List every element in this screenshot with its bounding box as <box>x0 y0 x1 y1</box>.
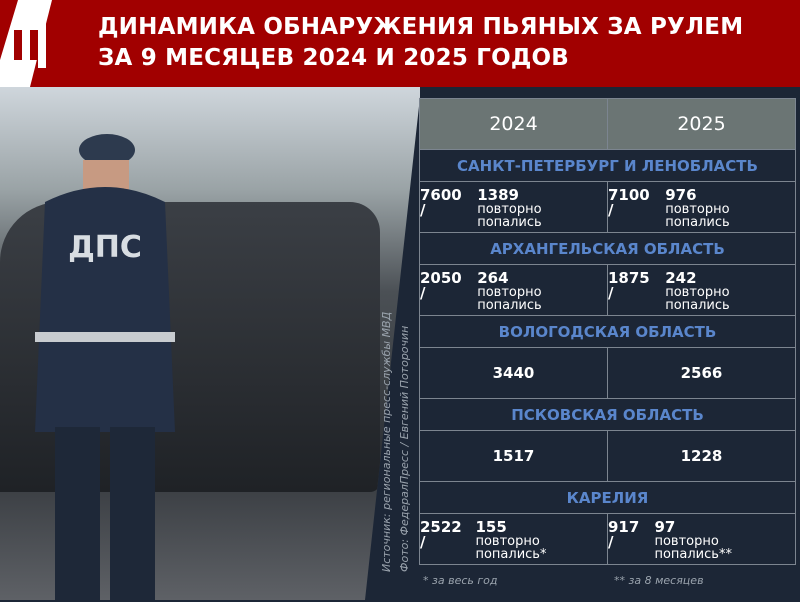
repeat-value: 242 <box>665 268 697 287</box>
year-header-row: 2024 2025 <box>419 98 796 150</box>
year-2024-header: 2024 <box>419 98 608 150</box>
repeat-label: повторно попались <box>665 284 730 313</box>
total-value: 1517 <box>492 447 535 465</box>
source-credit: Источник: региональные пресс-службы МВД <box>380 311 393 572</box>
region-name: САНКТ-ПЕТЕРБУРГ И ЛЕНОБЛАСТЬ <box>419 149 796 182</box>
value-pair: 7600 / 1389 повторно попались <box>420 185 607 230</box>
repeat-label: повторно попались <box>477 284 542 313</box>
repeat-label: повторно попались* <box>475 533 547 562</box>
photo-credit: Фото: ФедералПресс / Евгений Поторочин <box>398 325 411 572</box>
region-header-row: ПСКОВСКАЯ ОБЛАСТЬ <box>419 398 796 431</box>
value-cell-v2024: 2522 / 155 повторно попались* <box>419 513 608 565</box>
region-name: ПСКОВСКАЯ ОБЛАСТЬ <box>419 398 796 431</box>
repeat-value: 1389 <box>477 185 519 204</box>
total-value: 2566 <box>680 364 723 382</box>
header-banner: ДИНАМИКА ОБНАРУЖЕНИЯ ПЬЯНЫХ ЗА РУЛЕМ ЗА … <box>0 0 800 87</box>
region-name: КАРЕЛИЯ <box>419 481 796 514</box>
region-name: ВОЛОГОДСКАЯ ОБЛАСТЬ <box>419 315 796 348</box>
svg-text:ДПС: ДПС <box>68 230 142 265</box>
footnote-2: ** за 8 месяцев <box>614 574 704 587</box>
region-header-row: КАРЕЛИЯ <box>419 481 796 514</box>
region-header-row: САНКТ-ПЕТЕРБУРГ И ЛЕНОБЛАСТЬ <box>419 149 796 182</box>
total-value: 7100 / <box>608 185 650 219</box>
region-data-row: 1517 1228 <box>419 430 796 482</box>
repeat-value: 976 <box>665 185 697 204</box>
value-cell-v2024: 3440 <box>419 347 608 399</box>
total-value: 2522 / <box>420 517 462 551</box>
value-pair: 1875 / 242 повторно попались <box>608 268 795 313</box>
total-value: 917 / <box>608 517 640 551</box>
region-header-row: ВОЛОГОДСКАЯ ОБЛАСТЬ <box>419 315 796 348</box>
region-data-row: 3440 2566 <box>419 347 796 399</box>
value-cell-v2024: 2050 / 264 повторно попались <box>419 264 608 316</box>
region-data-row: 7600 /1389 повторно попались 7100 /976 повт… <box>419 181 796 233</box>
total-value: 1875 / <box>608 268 650 302</box>
repeat-label: повторно попались <box>665 201 730 230</box>
repeat-value: 155 <box>475 517 507 536</box>
footnote-1: * за весь год <box>423 574 498 587</box>
year-2025-header: 2025 <box>607 98 796 150</box>
value-cell-v2025: 7100 / 976 повторно попались <box>607 181 796 233</box>
total-value: 1228 <box>680 447 723 465</box>
value-cell-v2024: 7600 / 1389 повторно попались <box>419 181 608 233</box>
region-data-row: 2522 / 155 повторно попались* 917 / 97 повтор… <box>419 513 796 565</box>
value-pair: 2522 / 155 повторно попались* <box>420 517 607 562</box>
officer-figure: ДПС <box>35 134 175 600</box>
region-data-row: 2050 /264 повторно попались 1875 /242 повто… <box>419 264 796 316</box>
value-cell-v2025: 917 / 97 повторно попались** <box>607 513 796 565</box>
statistics-table: 2024 2025 САНКТ-ПЕТЕРБУРГ И ЛЕНОБЛАСТЬ 76… <box>419 98 796 565</box>
repeat-label: повторно попались** <box>654 533 732 562</box>
value-cell-v2025: 2566 <box>607 347 796 399</box>
value-cell-v2024: 1517 <box>419 430 608 482</box>
total-value: 3440 <box>492 364 535 382</box>
region-name: АРХАНГЕЛЬСКАЯ ОБЛАСТЬ <box>419 232 796 265</box>
page-title: ДИНАМИКА ОБНАРУЖЕНИЯ ПЬЯНЫХ ЗА РУЛЕМ ЗА … <box>98 14 744 71</box>
total-value: 7600 / <box>420 185 462 219</box>
repeat-value: 97 <box>654 517 676 536</box>
region-header-row: АРХАНГЕЛЬСКАЯ ОБЛАСТЬ <box>419 232 796 265</box>
value-pair: 2050 / 264 повторно попались <box>420 268 607 313</box>
repeat-value: 264 <box>477 268 509 287</box>
value-pair: 917 / 97 повторно попались** <box>608 517 795 562</box>
value-cell-v2025: 1228 <box>607 430 796 482</box>
value-pair: 7100 / 976 повторно попались <box>608 185 795 230</box>
total-value: 2050 / <box>420 268 462 302</box>
repeat-label: повторно попались <box>477 201 542 230</box>
value-cell-v2025: 1875 / 242 повторно попались <box>607 264 796 316</box>
federalpress-logo-icon <box>0 0 54 87</box>
photo-traffic-officer: ДПС <box>0 87 420 600</box>
